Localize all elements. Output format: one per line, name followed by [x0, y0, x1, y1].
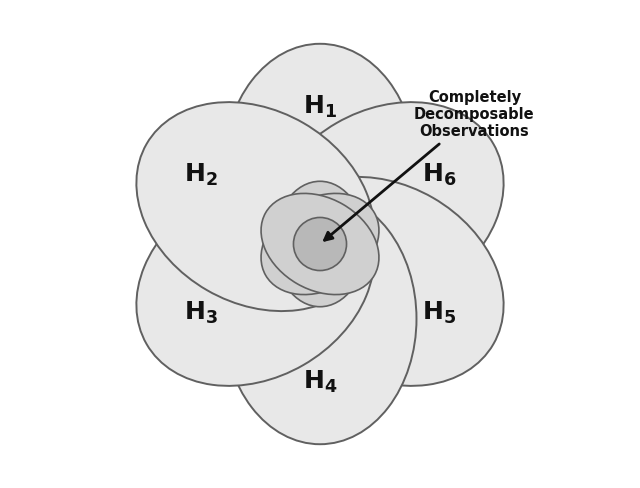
Ellipse shape — [261, 193, 379, 295]
Text: $\mathbf{H_{\mathbf{6}}}$: $\mathbf{H_{\mathbf{6}}}$ — [422, 162, 456, 188]
Ellipse shape — [223, 193, 417, 444]
Text: Completely
Decomposable
Observations: Completely Decomposable Observations — [324, 90, 534, 240]
Ellipse shape — [223, 44, 417, 295]
Ellipse shape — [136, 177, 374, 386]
Text: $\mathbf{H_{\mathbf{1}}}$: $\mathbf{H_{\mathbf{1}}}$ — [303, 93, 337, 120]
Ellipse shape — [294, 218, 346, 270]
Ellipse shape — [261, 193, 379, 295]
Text: $\mathbf{H_{\mathbf{2}}}$: $\mathbf{H_{\mathbf{2}}}$ — [184, 162, 218, 188]
Ellipse shape — [136, 102, 374, 311]
Text: $\mathbf{H_{\mathbf{4}}}$: $\mathbf{H_{\mathbf{4}}}$ — [303, 368, 337, 395]
Text: $\mathbf{H_{\mathbf{5}}}$: $\mathbf{H_{\mathbf{5}}}$ — [422, 300, 456, 326]
Ellipse shape — [266, 102, 504, 311]
Ellipse shape — [266, 177, 504, 386]
Ellipse shape — [274, 181, 366, 307]
Text: $\mathbf{H_{\mathbf{3}}}$: $\mathbf{H_{\mathbf{3}}}$ — [184, 300, 218, 326]
